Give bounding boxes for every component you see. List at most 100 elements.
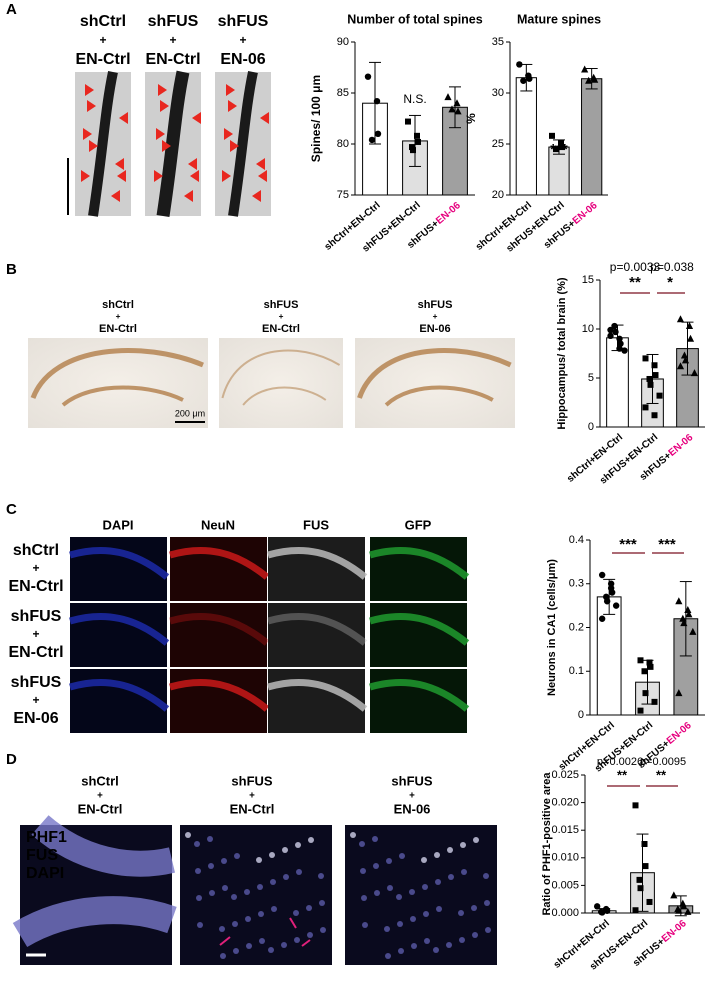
data-point: [680, 902, 688, 910]
data-point: [598, 909, 606, 916]
data-point: [593, 903, 601, 910]
spine-marker: [222, 170, 231, 182]
y-tick-label: 0.1: [569, 665, 584, 677]
channel-label: NeuN: [201, 517, 235, 532]
y-tick-label: 0.010: [551, 852, 579, 864]
annotation: ***: [658, 536, 676, 553]
data-point: [651, 698, 658, 705]
data-point: [647, 663, 654, 670]
nucleus: [271, 906, 277, 912]
fluorescence-signal: [169, 678, 270, 712]
spine-marker: [230, 140, 239, 152]
nucleus: [398, 948, 404, 954]
y-tick-label: 15: [582, 274, 594, 286]
annotation: **: [617, 767, 628, 782]
hippocampus-ca: [30, 348, 204, 399]
group-label: +: [249, 791, 255, 802]
y-tick-label: 0.4: [569, 534, 584, 546]
data-point: [553, 146, 559, 153]
y-tick-label: 20: [492, 189, 504, 201]
dendrite: [156, 70, 190, 217]
group-label: EN-Ctrl: [262, 323, 300, 335]
group-label: EN-Ctrl: [145, 51, 200, 68]
nucleus: [461, 869, 467, 875]
data-point: [642, 355, 649, 362]
nucleus: [221, 858, 227, 864]
nucleus: [233, 948, 239, 954]
annotation: p=0.0095: [640, 756, 686, 768]
group-label: +: [99, 33, 106, 47]
spine-marker: [260, 112, 269, 124]
y-tick-label: 0: [578, 709, 584, 721]
data-point: [642, 863, 649, 870]
data-point: [632, 907, 639, 914]
group-label: EN-06: [394, 801, 431, 816]
annotation: **: [629, 274, 641, 291]
group-label: EN-Ctrl: [8, 644, 63, 661]
data-point: [598, 571, 606, 579]
annotation: p=0.0033: [610, 260, 661, 274]
nucleus: [472, 932, 478, 938]
spine-marker: [154, 170, 163, 182]
nucleus: [360, 868, 366, 874]
fluorescence-background: [170, 669, 267, 733]
brain-section: [219, 338, 343, 428]
nucleus: [269, 852, 275, 858]
data-point: [647, 381, 654, 388]
channel-label: GFP: [405, 517, 432, 532]
group-label: +: [279, 312, 284, 321]
group-label: shFUS: [418, 299, 453, 311]
nucleus: [447, 847, 453, 853]
nucleus: [435, 879, 441, 885]
fluorescence-background: [268, 537, 365, 601]
data-point: [637, 657, 644, 664]
nucleus: [219, 926, 225, 932]
data-point: [598, 615, 606, 622]
dapi-band: [12, 896, 177, 948]
group-label: +: [239, 33, 246, 47]
group-label: EN-Ctrl: [99, 323, 137, 335]
stain-label: PHF1: [26, 829, 67, 846]
fluorescence-background: [268, 669, 365, 733]
data-point: [685, 610, 693, 618]
data-point: [526, 75, 533, 82]
fluorescence-signal: [369, 612, 470, 646]
data-point: [585, 76, 593, 84]
group-label: +: [32, 561, 39, 575]
bar: [515, 77, 537, 196]
spine-marker: [224, 128, 233, 140]
dapi-band: [31, 815, 176, 877]
nucleus: [409, 889, 415, 895]
spine-marker: [83, 128, 92, 140]
group-label: EN-06: [13, 710, 58, 727]
spine-marker: [228, 100, 237, 112]
data-point: [642, 690, 649, 697]
data-point: [549, 132, 555, 139]
y-tick-label: 0.000: [551, 907, 579, 919]
group-label: +: [433, 312, 438, 321]
annotation: p=0.038: [650, 260, 694, 274]
spine-marker: [156, 128, 165, 140]
nucleus: [295, 842, 301, 848]
data-point: [689, 627, 697, 635]
dendrite: [88, 70, 118, 217]
data-point: [641, 841, 648, 847]
data-point: [684, 907, 692, 915]
spine-marker: [87, 100, 96, 112]
nucleus: [458, 910, 464, 916]
fluorescence-signal: [369, 546, 470, 580]
data-point: [621, 347, 628, 354]
nucleus: [232, 921, 238, 927]
fluorescence-background: [268, 603, 365, 667]
group-label: shFUS: [391, 773, 433, 788]
x-tick-label: shCtrl+EN-Ctrl: [474, 200, 534, 253]
nucleus: [459, 937, 465, 943]
chart-title: Number of total spines: [347, 12, 482, 26]
data-point: [520, 77, 527, 84]
data-point: [646, 898, 653, 905]
y-tick-label: 10: [582, 323, 594, 335]
y-tick-label: 75: [337, 189, 349, 201]
data-point: [373, 97, 381, 105]
data-point: [368, 136, 376, 144]
